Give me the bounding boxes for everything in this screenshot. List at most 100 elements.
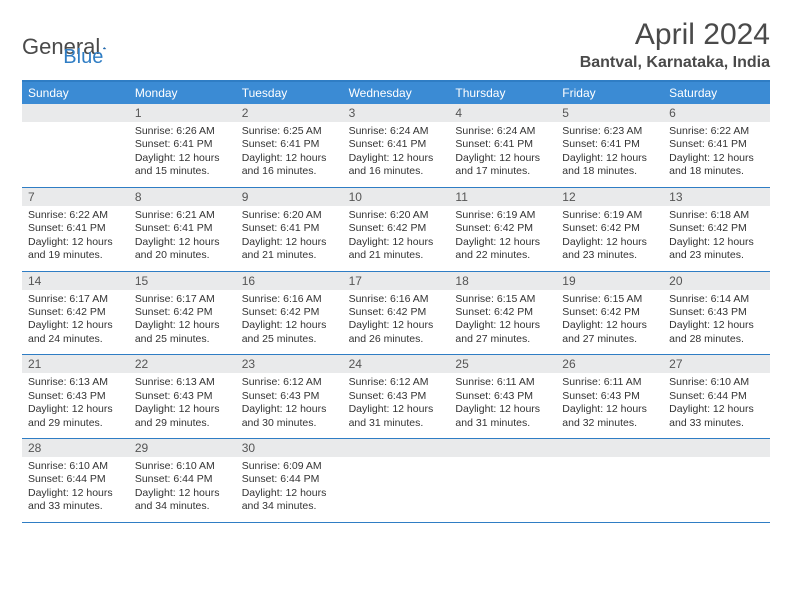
sunrise-text: Sunrise: 6:13 AM bbox=[135, 376, 230, 389]
sunrise-text: Sunrise: 6:18 AM bbox=[669, 209, 764, 222]
day-number bbox=[22, 104, 129, 122]
sunset-text: Sunset: 6:44 PM bbox=[669, 390, 764, 403]
day-body: Sunrise: 6:15 AMSunset: 6:42 PMDaylight:… bbox=[449, 290, 556, 355]
sunrise-text: Sunrise: 6:14 AM bbox=[669, 293, 764, 306]
day-number: 21 bbox=[22, 355, 129, 373]
day-cell: 24Sunrise: 6:12 AMSunset: 6:43 PMDayligh… bbox=[343, 355, 450, 438]
daylight-text: Daylight: 12 hours and 33 minutes. bbox=[28, 487, 123, 514]
day-number: 7 bbox=[22, 188, 129, 206]
day-number: 11 bbox=[449, 188, 556, 206]
day-cell: 12Sunrise: 6:19 AMSunset: 6:42 PMDayligh… bbox=[556, 188, 663, 271]
day-body: Sunrise: 6:18 AMSunset: 6:42 PMDaylight:… bbox=[663, 206, 770, 271]
sunrise-text: Sunrise: 6:11 AM bbox=[455, 376, 550, 389]
day-body bbox=[22, 122, 129, 180]
sunset-text: Sunset: 6:43 PM bbox=[562, 390, 657, 403]
day-body: Sunrise: 6:12 AMSunset: 6:43 PMDaylight:… bbox=[343, 373, 450, 438]
day-cell: 6Sunrise: 6:22 AMSunset: 6:41 PMDaylight… bbox=[663, 104, 770, 187]
sunset-text: Sunset: 6:44 PM bbox=[242, 473, 337, 486]
sunset-text: Sunset: 6:42 PM bbox=[349, 222, 444, 235]
daylight-text: Daylight: 12 hours and 28 minutes. bbox=[669, 319, 764, 346]
day-number: 9 bbox=[236, 188, 343, 206]
sunrise-text: Sunrise: 6:24 AM bbox=[349, 125, 444, 138]
sunset-text: Sunset: 6:42 PM bbox=[455, 222, 550, 235]
day-cell: 15Sunrise: 6:17 AMSunset: 6:42 PMDayligh… bbox=[129, 272, 236, 355]
sunrise-text: Sunrise: 6:21 AM bbox=[135, 209, 230, 222]
day-body: Sunrise: 6:19 AMSunset: 6:42 PMDaylight:… bbox=[556, 206, 663, 271]
day-number: 16 bbox=[236, 272, 343, 290]
week-row: 1Sunrise: 6:26 AMSunset: 6:41 PMDaylight… bbox=[22, 104, 770, 188]
sunrise-text: Sunrise: 6:24 AM bbox=[455, 125, 550, 138]
sunrise-text: Sunrise: 6:19 AM bbox=[562, 209, 657, 222]
sunrise-text: Sunrise: 6:16 AM bbox=[242, 293, 337, 306]
sunset-text: Sunset: 6:41 PM bbox=[562, 138, 657, 151]
sunset-text: Sunset: 6:42 PM bbox=[349, 306, 444, 319]
daylight-text: Daylight: 12 hours and 31 minutes. bbox=[349, 403, 444, 430]
day-body: Sunrise: 6:22 AMSunset: 6:41 PMDaylight:… bbox=[22, 206, 129, 271]
day-cell: 4Sunrise: 6:24 AMSunset: 6:41 PMDaylight… bbox=[449, 104, 556, 187]
day-body: Sunrise: 6:16 AMSunset: 6:42 PMDaylight:… bbox=[343, 290, 450, 355]
day-number: 26 bbox=[556, 355, 663, 373]
sunset-text: Sunset: 6:44 PM bbox=[28, 473, 123, 486]
day-cell bbox=[22, 104, 129, 187]
day-body bbox=[556, 457, 663, 515]
sunset-text: Sunset: 6:42 PM bbox=[562, 222, 657, 235]
day-number: 5 bbox=[556, 104, 663, 122]
sunrise-text: Sunrise: 6:20 AM bbox=[349, 209, 444, 222]
day-body: Sunrise: 6:17 AMSunset: 6:42 PMDaylight:… bbox=[22, 290, 129, 355]
day-cell: 16Sunrise: 6:16 AMSunset: 6:42 PMDayligh… bbox=[236, 272, 343, 355]
day-number: 19 bbox=[556, 272, 663, 290]
daylight-text: Daylight: 12 hours and 29 minutes. bbox=[135, 403, 230, 430]
day-body bbox=[663, 457, 770, 515]
day-number: 22 bbox=[129, 355, 236, 373]
sunrise-text: Sunrise: 6:19 AM bbox=[455, 209, 550, 222]
day-body: Sunrise: 6:25 AMSunset: 6:41 PMDaylight:… bbox=[236, 122, 343, 187]
dow-tuesday: Tuesday bbox=[236, 82, 343, 104]
day-number bbox=[343, 439, 450, 457]
sunset-text: Sunset: 6:41 PM bbox=[28, 222, 123, 235]
header: General Blue April 2024 Bantval, Karnata… bbox=[22, 18, 770, 72]
daylight-text: Daylight: 12 hours and 19 minutes. bbox=[28, 236, 123, 263]
week-row: 14Sunrise: 6:17 AMSunset: 6:42 PMDayligh… bbox=[22, 272, 770, 356]
day-cell: 5Sunrise: 6:23 AMSunset: 6:41 PMDaylight… bbox=[556, 104, 663, 187]
sunset-text: Sunset: 6:42 PM bbox=[455, 306, 550, 319]
week-row: 28Sunrise: 6:10 AMSunset: 6:44 PMDayligh… bbox=[22, 439, 770, 523]
daylight-text: Daylight: 12 hours and 21 minutes. bbox=[349, 236, 444, 263]
day-number: 18 bbox=[449, 272, 556, 290]
week-row: 21Sunrise: 6:13 AMSunset: 6:43 PMDayligh… bbox=[22, 355, 770, 439]
sunrise-text: Sunrise: 6:23 AM bbox=[562, 125, 657, 138]
day-body: Sunrise: 6:26 AMSunset: 6:41 PMDaylight:… bbox=[129, 122, 236, 187]
daylight-text: Daylight: 12 hours and 30 minutes. bbox=[242, 403, 337, 430]
daylight-text: Daylight: 12 hours and 16 minutes. bbox=[242, 152, 337, 179]
day-cell: 7Sunrise: 6:22 AMSunset: 6:41 PMDaylight… bbox=[22, 188, 129, 271]
sunset-text: Sunset: 6:42 PM bbox=[242, 306, 337, 319]
logo: General Blue bbox=[22, 18, 103, 69]
daylight-text: Daylight: 12 hours and 32 minutes. bbox=[562, 403, 657, 430]
day-cell: 30Sunrise: 6:09 AMSunset: 6:44 PMDayligh… bbox=[236, 439, 343, 522]
sunset-text: Sunset: 6:42 PM bbox=[135, 306, 230, 319]
daylight-text: Daylight: 12 hours and 21 minutes. bbox=[242, 236, 337, 263]
day-number: 27 bbox=[663, 355, 770, 373]
daylight-text: Daylight: 12 hours and 29 minutes. bbox=[28, 403, 123, 430]
day-body bbox=[343, 457, 450, 515]
sunset-text: Sunset: 6:44 PM bbox=[135, 473, 230, 486]
logo-text-blue: Blue bbox=[63, 46, 103, 69]
title-location: Bantval, Karnataka, India bbox=[580, 54, 770, 72]
day-number: 14 bbox=[22, 272, 129, 290]
sunrise-text: Sunrise: 6:10 AM bbox=[28, 460, 123, 473]
sunset-text: Sunset: 6:43 PM bbox=[669, 306, 764, 319]
daylight-text: Daylight: 12 hours and 31 minutes. bbox=[455, 403, 550, 430]
sunset-text: Sunset: 6:41 PM bbox=[669, 138, 764, 151]
logo-triangle-icon bbox=[103, 41, 106, 55]
day-cell: 17Sunrise: 6:16 AMSunset: 6:42 PMDayligh… bbox=[343, 272, 450, 355]
daylight-text: Daylight: 12 hours and 18 minutes. bbox=[669, 152, 764, 179]
day-body: Sunrise: 6:14 AMSunset: 6:43 PMDaylight:… bbox=[663, 290, 770, 355]
day-cell: 19Sunrise: 6:15 AMSunset: 6:42 PMDayligh… bbox=[556, 272, 663, 355]
daylight-text: Daylight: 12 hours and 23 minutes. bbox=[562, 236, 657, 263]
day-body: Sunrise: 6:11 AMSunset: 6:43 PMDaylight:… bbox=[556, 373, 663, 438]
sunset-text: Sunset: 6:43 PM bbox=[455, 390, 550, 403]
day-body: Sunrise: 6:16 AMSunset: 6:42 PMDaylight:… bbox=[236, 290, 343, 355]
day-cell bbox=[343, 439, 450, 522]
day-body bbox=[449, 457, 556, 515]
day-body: Sunrise: 6:24 AMSunset: 6:41 PMDaylight:… bbox=[449, 122, 556, 187]
day-number: 29 bbox=[129, 439, 236, 457]
